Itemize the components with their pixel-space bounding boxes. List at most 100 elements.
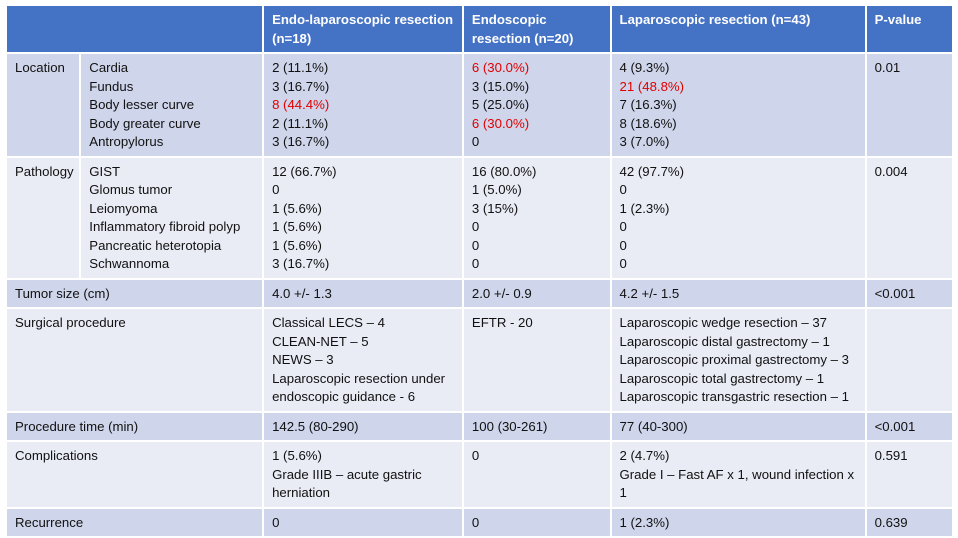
- location-sub: Body greater curve: [89, 115, 201, 131]
- pathology-value: 0: [471, 219, 480, 234]
- surgical-procedure-row: Surgical procedure Classical LECS – 4 CL…: [7, 309, 952, 411]
- location-row: Location Cardia Fundus Body lesser curve…: [7, 54, 952, 156]
- pathology-value: 42 (97.7%): [619, 163, 685, 179]
- tumor-size-endoscopic: 2.0 +/- 0.9: [463, 279, 610, 307]
- complications-row: Complications 1 (5.6%) Grade IIIB – acut…: [7, 442, 952, 507]
- header-endo-laparoscopic: Endo-laparoscopic resection (n=18): [264, 6, 462, 52]
- recurrence-p-value: 0.639: [866, 508, 952, 536]
- procedure-time-laparoscopic: 77 (40-300): [611, 412, 865, 440]
- complications-detail: Grade I – Fast AF x 1, wound infection x…: [619, 466, 855, 501]
- pathology-sub: Inflammatory fibroid polyp: [89, 219, 241, 234]
- pathology-value: 1 (2.3%): [619, 200, 670, 216]
- surgical-item: Laparoscopic transgastric resection – 1: [619, 389, 849, 404]
- pathology-value: 1 (5.6%): [272, 237, 322, 253]
- tumor-size-endo-laparoscopic: 4.0 +/- 1.3: [264, 279, 462, 307]
- tumor-size-p-value: <0.001: [866, 279, 952, 307]
- header-laparoscopic: Laparoscopic resection (n=43): [611, 6, 865, 52]
- location-value: 3 (7.0%): [619, 134, 670, 149]
- header-row: Endo-laparoscopic resection (n=18) Endos…: [7, 6, 952, 52]
- procedure-time-row: Procedure time (min) 142.5 (80-290) 100 …: [7, 412, 952, 440]
- tumor-size-laparoscopic: 4.2 +/- 1.5: [611, 279, 865, 307]
- surgical-item: Laparoscopic resection under endoscopic …: [272, 370, 446, 405]
- location-sub: Antropylorus: [89, 134, 164, 149]
- location-endoscopic: 6 (30.0%) 3 (15.0%) 5 (25.0%) 6 (30.0%) …: [463, 54, 610, 156]
- pathology-endoscopic: 16 (80.0%) 1 (5.0%) 3 (15%) 0 0 0: [463, 157, 610, 278]
- location-value: 5 (25.0%): [471, 97, 530, 112]
- complications-endo-laparoscopic: 1 (5.6%) Grade IIIB – acute gastric hern…: [264, 442, 462, 507]
- pathology-value: 3 (15%): [471, 200, 519, 216]
- tumor-size-label: Tumor size (cm): [7, 279, 263, 307]
- surgical-laparoscopic: Laparoscopic wedge resection – 37 Laparo…: [611, 309, 865, 411]
- surgical-p-value: [866, 309, 952, 411]
- tumor-size-row: Tumor size (cm) 4.0 +/- 1.3 2.0 +/- 0.9 …: [7, 279, 952, 307]
- comparison-table: Endo-laparoscopic resection (n=18) Endos…: [5, 4, 954, 538]
- pathology-label: Pathology: [7, 157, 80, 278]
- complications-p-value: 0.591: [866, 442, 952, 507]
- recurrence-endo-laparoscopic: 0: [264, 508, 462, 536]
- location-value: 7 (16.3%): [619, 97, 677, 112]
- location-value-highlight: 6 (30.0%): [471, 60, 530, 75]
- location-value: 3 (16.7%): [272, 134, 330, 149]
- location-value: 2 (11.1%): [272, 115, 329, 131]
- location-value-highlight: 8 (44.4%): [272, 97, 330, 112]
- location-sub: Fundus: [89, 78, 134, 94]
- pathology-value: 0: [619, 237, 627, 253]
- pathology-value: 0: [619, 182, 627, 197]
- pathology-value: 0: [471, 237, 480, 253]
- complications-laparoscopic: 2 (4.7%) Grade I – Fast AF x 1, wound in…: [611, 442, 865, 507]
- pathology-value: 0: [272, 182, 280, 197]
- header-p-value: P-value: [866, 6, 952, 52]
- pathology-value: 1 (5.6%): [272, 200, 322, 216]
- pathology-value: 0: [619, 256, 627, 271]
- pathology-sub: Pancreatic heterotopia: [89, 237, 222, 253]
- procedure-time-p-value: <0.001: [866, 412, 952, 440]
- complications-detail: Grade IIIB – acute gastric herniation: [272, 466, 422, 501]
- location-value: 2 (11.1%): [272, 60, 329, 75]
- surgical-item: NEWS – 3: [272, 352, 334, 367]
- surgical-item: Laparoscopic total gastrectomy – 1: [619, 370, 825, 386]
- pathology-value: 0: [619, 219, 627, 234]
- pathology-sub: Glomus tumor: [89, 182, 173, 197]
- recurrence-row: Recurrence 0 0 1 (2.3%) 0.639: [7, 508, 952, 536]
- location-endo-laparoscopic: 2 (11.1%) 3 (16.7%) 8 (44.4%) 2 (11.1%) …: [264, 54, 462, 156]
- location-value: 3 (16.7%): [272, 78, 330, 94]
- pathology-row: Pathology GIST Glomus tumor Leiomyoma In…: [7, 157, 952, 278]
- recurrence-laparoscopic: 1 (2.3%): [611, 508, 865, 536]
- pathology-p-value: 0.004: [866, 157, 952, 278]
- procedure-time-label: Procedure time (min): [7, 412, 263, 440]
- complications-endoscopic: 0: [463, 442, 610, 507]
- surgical-item: Laparoscopic proximal gastrectomy – 3: [619, 352, 849, 367]
- complications-count: 1 (5.6%): [272, 448, 322, 463]
- pathology-value: 0: [471, 256, 480, 271]
- header-endoscopic: Endoscopic resection (n=20): [463, 6, 610, 52]
- surgical-item: Laparoscopic wedge resection – 37: [619, 315, 827, 330]
- complications-count: 2 (4.7%): [619, 448, 670, 463]
- header-corner: [7, 6, 263, 52]
- location-value-highlight: 6 (30.0%): [471, 115, 530, 131]
- surgical-procedure-label: Surgical procedure: [7, 309, 263, 411]
- pathology-value: 1 (5.0%): [471, 182, 522, 197]
- location-value: 4 (9.3%): [619, 60, 670, 75]
- location-subcategories: Cardia Fundus Body lesser curve Body gre…: [81, 54, 263, 156]
- pathology-sub: GIST: [89, 163, 121, 179]
- location-value: 0: [471, 134, 480, 149]
- pathology-laparoscopic: 42 (97.7%) 0 1 (2.3%) 0 0 0: [611, 157, 865, 278]
- procedure-time-endoscopic: 100 (30-261): [463, 412, 610, 440]
- pathology-endo-laparoscopic: 12 (66.7%) 0 1 (5.6%) 1 (5.6%) 1 (5.6%) …: [264, 157, 462, 278]
- pathology-value: 16 (80.0%): [471, 163, 537, 179]
- location-laparoscopic: 4 (9.3%) 21 (48.8%) 7 (16.3%) 8 (18.6%) …: [611, 54, 865, 156]
- location-sub: Body lesser curve: [89, 97, 195, 112]
- pathology-value: 12 (66.7%): [272, 163, 337, 179]
- pathology-sub: Leiomyoma: [89, 200, 158, 216]
- location-label: Location: [7, 54, 80, 156]
- location-p-value: 0.01: [866, 54, 952, 156]
- pathology-subcategories: GIST Glomus tumor Leiomyoma Inflammatory…: [81, 157, 263, 278]
- recurrence-endoscopic: 0: [463, 508, 610, 536]
- location-value-highlight: 21 (48.8%): [619, 78, 685, 94]
- surgical-item: Classical LECS – 4: [272, 315, 385, 330]
- surgical-endoscopic: EFTR - 20: [463, 309, 610, 411]
- pathology-value: 1 (5.6%): [272, 219, 322, 234]
- procedure-time-endo-laparoscopic: 142.5 (80-290): [264, 412, 462, 440]
- surgical-item: CLEAN-NET – 5: [272, 333, 369, 349]
- surgical-endo-laparoscopic: Classical LECS – 4 CLEAN-NET – 5 NEWS – …: [264, 309, 462, 411]
